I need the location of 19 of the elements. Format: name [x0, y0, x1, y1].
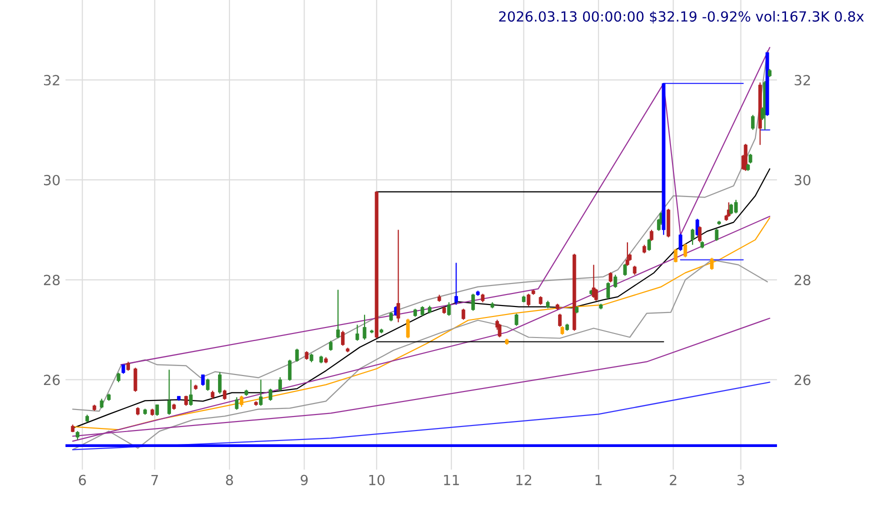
x-tick-label: 9	[300, 474, 308, 486]
x-tick-label: 1	[596, 474, 602, 486]
x-tick-label: 10	[369, 474, 385, 486]
x-tick-label: 2	[670, 474, 676, 486]
x-tick-label: 7	[151, 474, 158, 486]
text: 2026.03.13 00:00:00 $32.19 -0.92% vol:167.3K 0.8x	[499, 10, 864, 24]
y-tick-label: 28	[44, 274, 60, 286]
x-tick-label: 6	[78, 474, 86, 486]
y2-tick-label: 30	[794, 174, 810, 186]
y-tick-label: 26	[44, 374, 60, 386]
x-tick-label: 8	[226, 474, 233, 486]
y2-tick-label: 32	[794, 74, 810, 86]
x-tick-label: 3	[737, 474, 744, 486]
y2-tick-label: 28	[794, 274, 810, 286]
y2-tick-label: 26	[794, 374, 810, 386]
y-tick-label: 32	[44, 74, 60, 86]
x-tick-label: 12	[516, 474, 532, 486]
x-tick-label: 11	[444, 474, 459, 486]
y-tick-label: 30	[44, 174, 60, 186]
